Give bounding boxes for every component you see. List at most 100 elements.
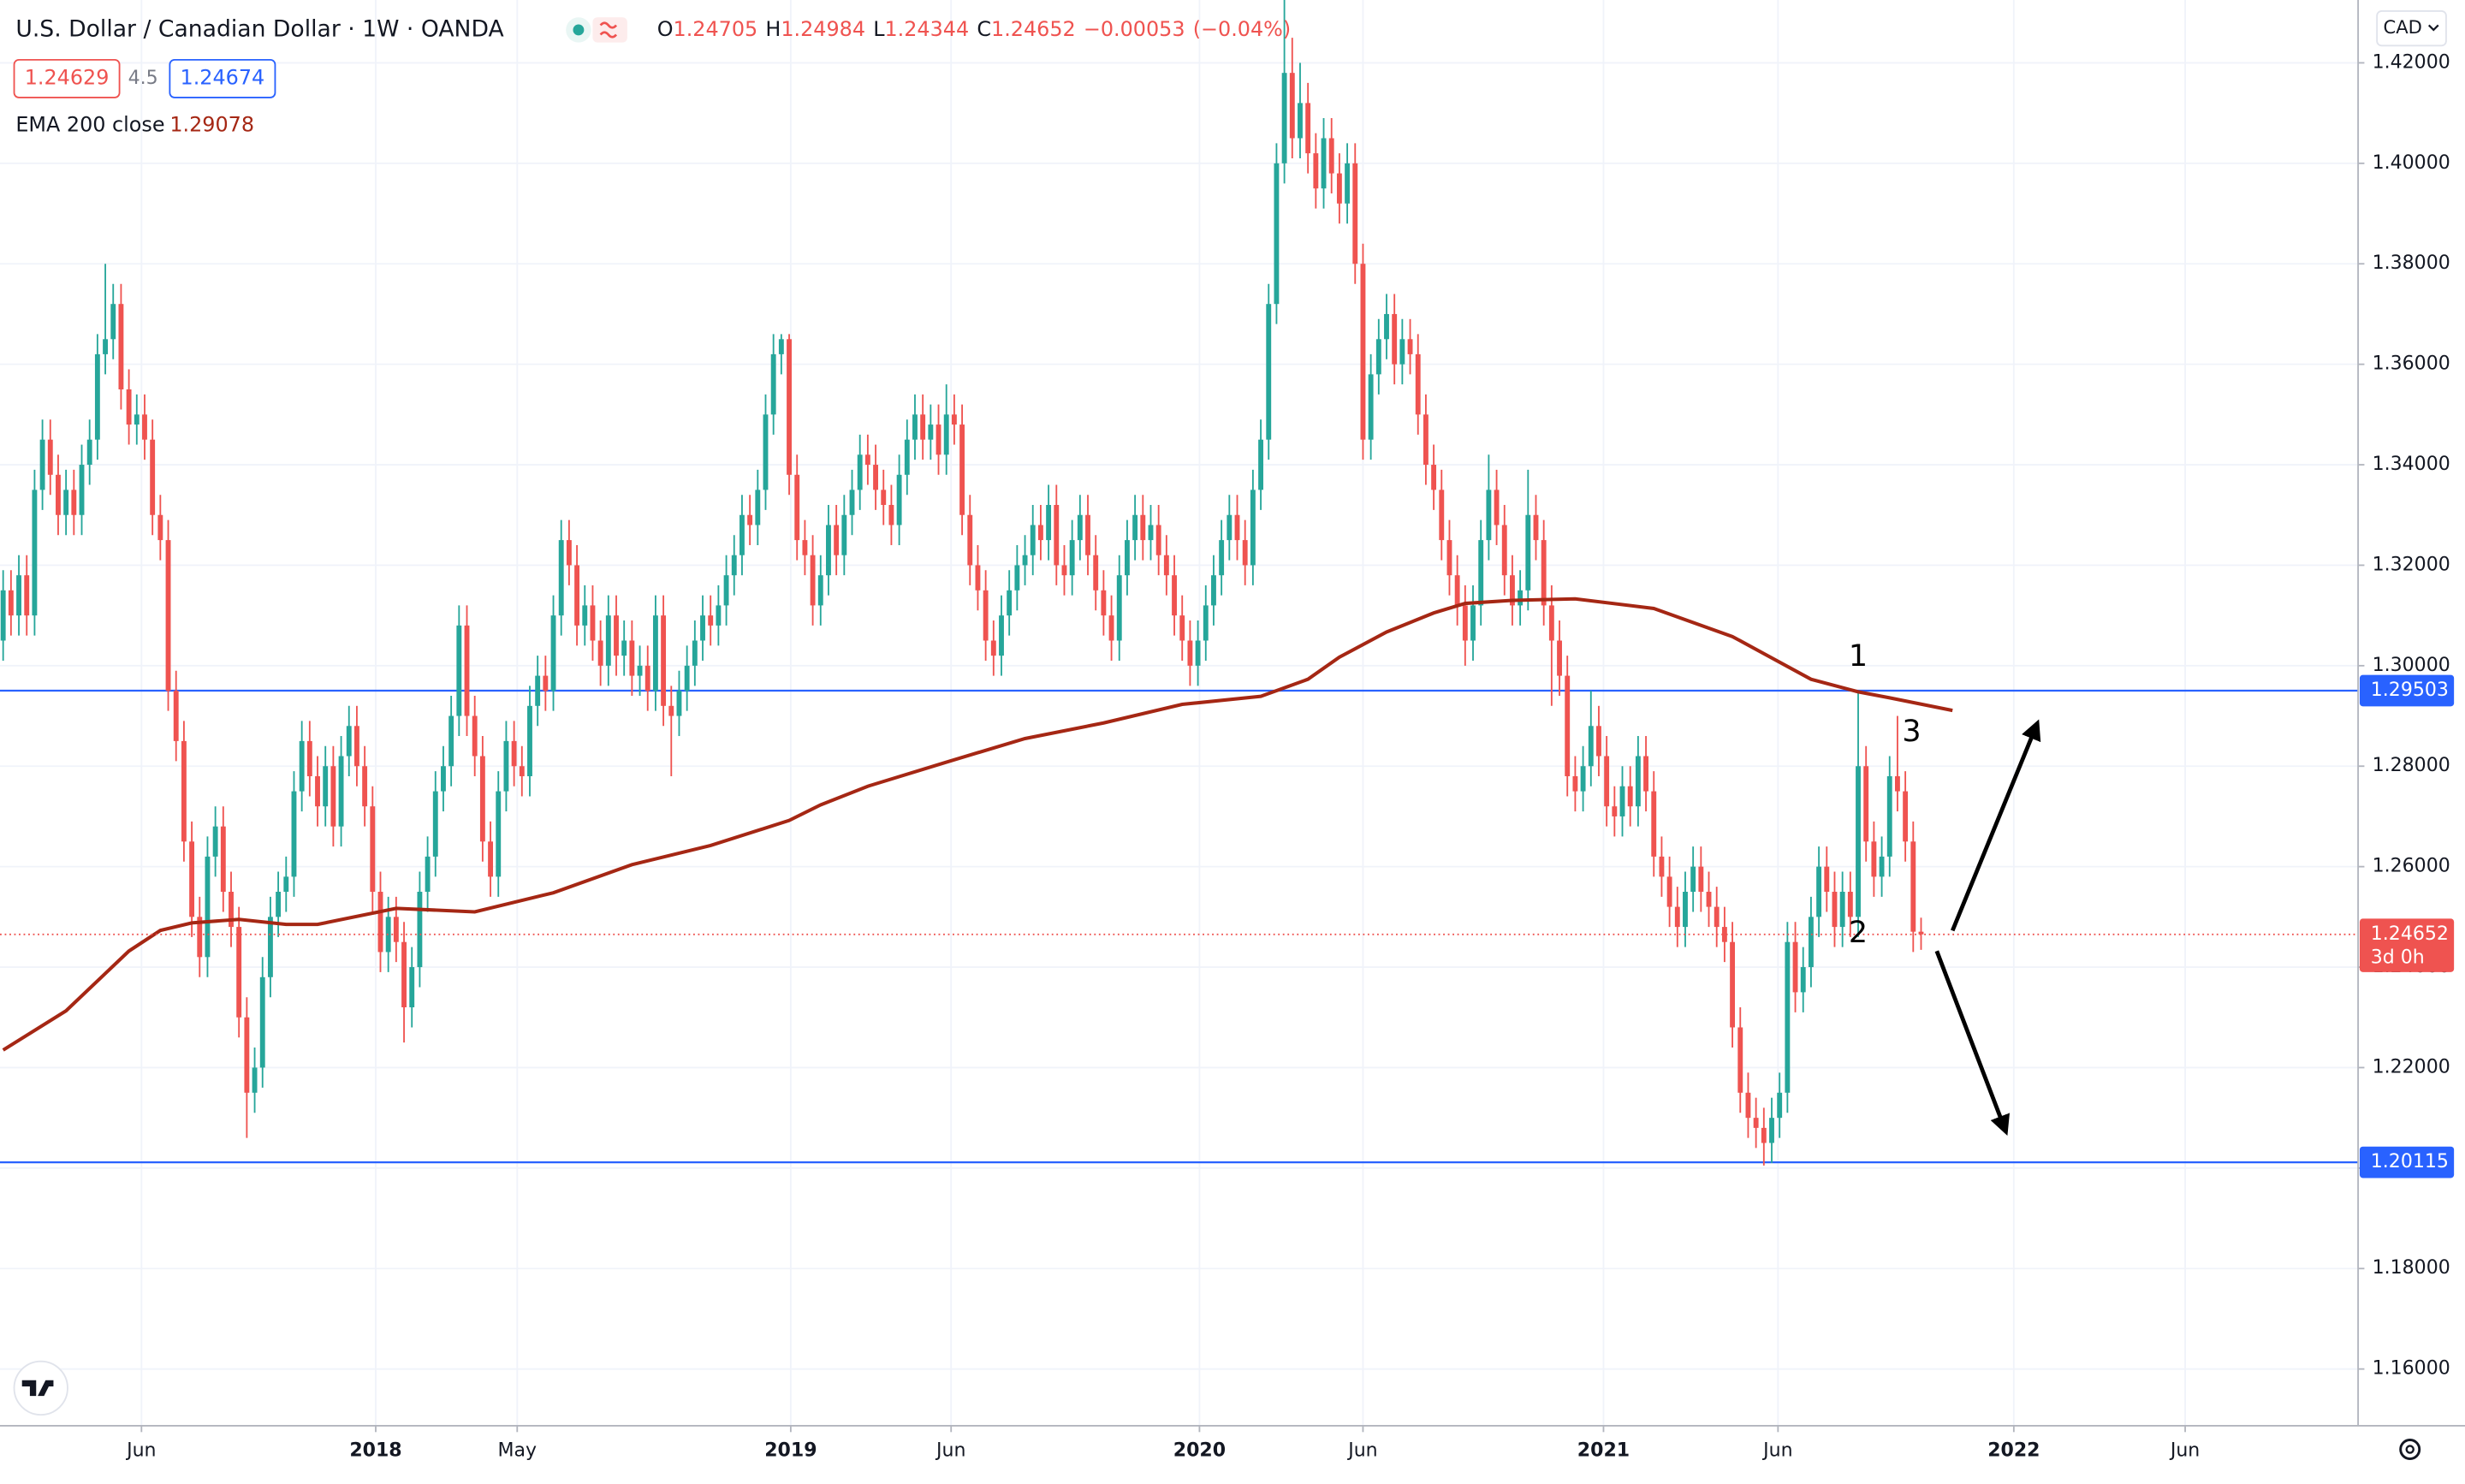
x-tick-label: Jun bbox=[1761, 1439, 1792, 1461]
candle-body bbox=[1368, 374, 1374, 440]
candle-body bbox=[1478, 540, 1484, 606]
candle-body bbox=[1777, 1092, 1783, 1119]
candle-body bbox=[1195, 640, 1201, 666]
candle-body bbox=[778, 339, 784, 354]
candle-body bbox=[1879, 856, 1885, 877]
candle-body bbox=[1203, 605, 1209, 641]
candle-body bbox=[1227, 514, 1232, 541]
candle-body bbox=[1910, 841, 1916, 932]
candle-body bbox=[873, 465, 879, 490]
tradingview-logo[interactable] bbox=[13, 1360, 68, 1416]
y-tick-label: 1.40000 bbox=[2373, 152, 2450, 174]
candle-body bbox=[1298, 103, 1303, 139]
candle-body bbox=[16, 575, 21, 616]
candle-body bbox=[1305, 103, 1311, 154]
candle-body bbox=[920, 414, 926, 440]
candle-body bbox=[1407, 339, 1413, 354]
candle-body bbox=[1588, 726, 1594, 767]
candle-body bbox=[1565, 675, 1571, 776]
candle-body bbox=[1336, 173, 1342, 204]
candle-body bbox=[1399, 339, 1405, 365]
delay-icon bbox=[599, 21, 618, 39]
candle-body bbox=[1431, 465, 1437, 490]
candle-body bbox=[47, 439, 53, 475]
grid bbox=[0, 0, 2359, 1426]
x-tick-label: Jun bbox=[2169, 1439, 2200, 1461]
candle-body bbox=[1486, 490, 1492, 541]
candle-body bbox=[904, 439, 910, 475]
spread: 4.5 bbox=[128, 68, 158, 89]
candle-body bbox=[967, 514, 973, 566]
candle-body bbox=[126, 389, 132, 425]
candle-body bbox=[1454, 575, 1460, 606]
y-tick-label: 1.30000 bbox=[2373, 655, 2450, 676]
candle-body bbox=[605, 615, 611, 666]
candle-body bbox=[943, 414, 949, 455]
candle-body bbox=[1753, 1118, 1759, 1128]
candle-body bbox=[708, 615, 714, 626]
candle-body bbox=[1674, 906, 1680, 928]
candle-body bbox=[1572, 775, 1578, 792]
candle-body bbox=[1085, 514, 1090, 555]
ask-box[interactable] bbox=[169, 58, 276, 98]
candle-body bbox=[244, 1017, 250, 1093]
bid-box[interactable] bbox=[13, 58, 121, 98]
candle-body bbox=[983, 590, 989, 641]
candle-body bbox=[1234, 514, 1240, 541]
currency-label: CAD bbox=[2383, 16, 2421, 38]
candle-body bbox=[24, 575, 30, 616]
down-arrow bbox=[1934, 950, 2010, 1136]
candle-body bbox=[1800, 967, 1806, 993]
candle-body bbox=[1132, 514, 1138, 541]
ohlc-value: 1.24652 bbox=[991, 16, 1076, 40]
candle-body bbox=[787, 339, 792, 475]
candle-body bbox=[1690, 866, 1696, 892]
candle-body bbox=[377, 891, 383, 953]
x-tick-label: Jun bbox=[1346, 1439, 1377, 1461]
candle-body bbox=[1281, 73, 1287, 163]
candle-body bbox=[644, 665, 650, 692]
candle-body bbox=[1651, 791, 1657, 857]
candle-body bbox=[652, 615, 658, 692]
candle-body bbox=[315, 775, 320, 807]
candle-body bbox=[1030, 525, 1036, 555]
candle-body bbox=[1037, 525, 1043, 541]
candle-body bbox=[212, 826, 218, 857]
currency-button[interactable] bbox=[2376, 10, 2447, 47]
candle-body bbox=[71, 490, 77, 515]
candle-body bbox=[621, 640, 627, 656]
annotation-label: 1 bbox=[1849, 639, 1868, 674]
ohlc-name: L bbox=[873, 16, 885, 40]
candle-body bbox=[488, 841, 493, 877]
candle-body bbox=[637, 665, 643, 676]
candle-body bbox=[519, 766, 525, 776]
change-percent: (−0.04%) bbox=[1193, 16, 1291, 40]
candle-body bbox=[1612, 806, 1618, 816]
candle-body bbox=[1745, 1092, 1751, 1119]
candle-body bbox=[1250, 490, 1256, 566]
candle-body bbox=[1839, 891, 1845, 928]
candle-body bbox=[1140, 514, 1146, 541]
candle-body bbox=[1392, 313, 1398, 365]
candle-body bbox=[134, 414, 140, 425]
ohlc-name: O bbox=[657, 16, 674, 40]
ohlc-value: 1.24984 bbox=[781, 16, 865, 40]
candle-body bbox=[770, 353, 776, 415]
candle-body bbox=[1328, 138, 1334, 174]
candle-body bbox=[1313, 153, 1319, 189]
candle-body bbox=[1187, 640, 1193, 666]
countdown-label: 3d 0h bbox=[2371, 947, 2425, 968]
candle-body bbox=[1219, 540, 1225, 576]
candle-body bbox=[1155, 525, 1161, 555]
settings-button[interactable] bbox=[2399, 1439, 2421, 1461]
candle-body bbox=[1274, 163, 1280, 305]
candle-body bbox=[1580, 766, 1586, 792]
candle-body bbox=[79, 465, 85, 515]
candle-body bbox=[1014, 565, 1020, 591]
candle-body bbox=[393, 917, 399, 942]
candle-body bbox=[1501, 525, 1507, 576]
y-tick-label: 1.32000 bbox=[2373, 554, 2450, 575]
candle-body bbox=[86, 439, 92, 466]
candle-body bbox=[1211, 575, 1216, 606]
